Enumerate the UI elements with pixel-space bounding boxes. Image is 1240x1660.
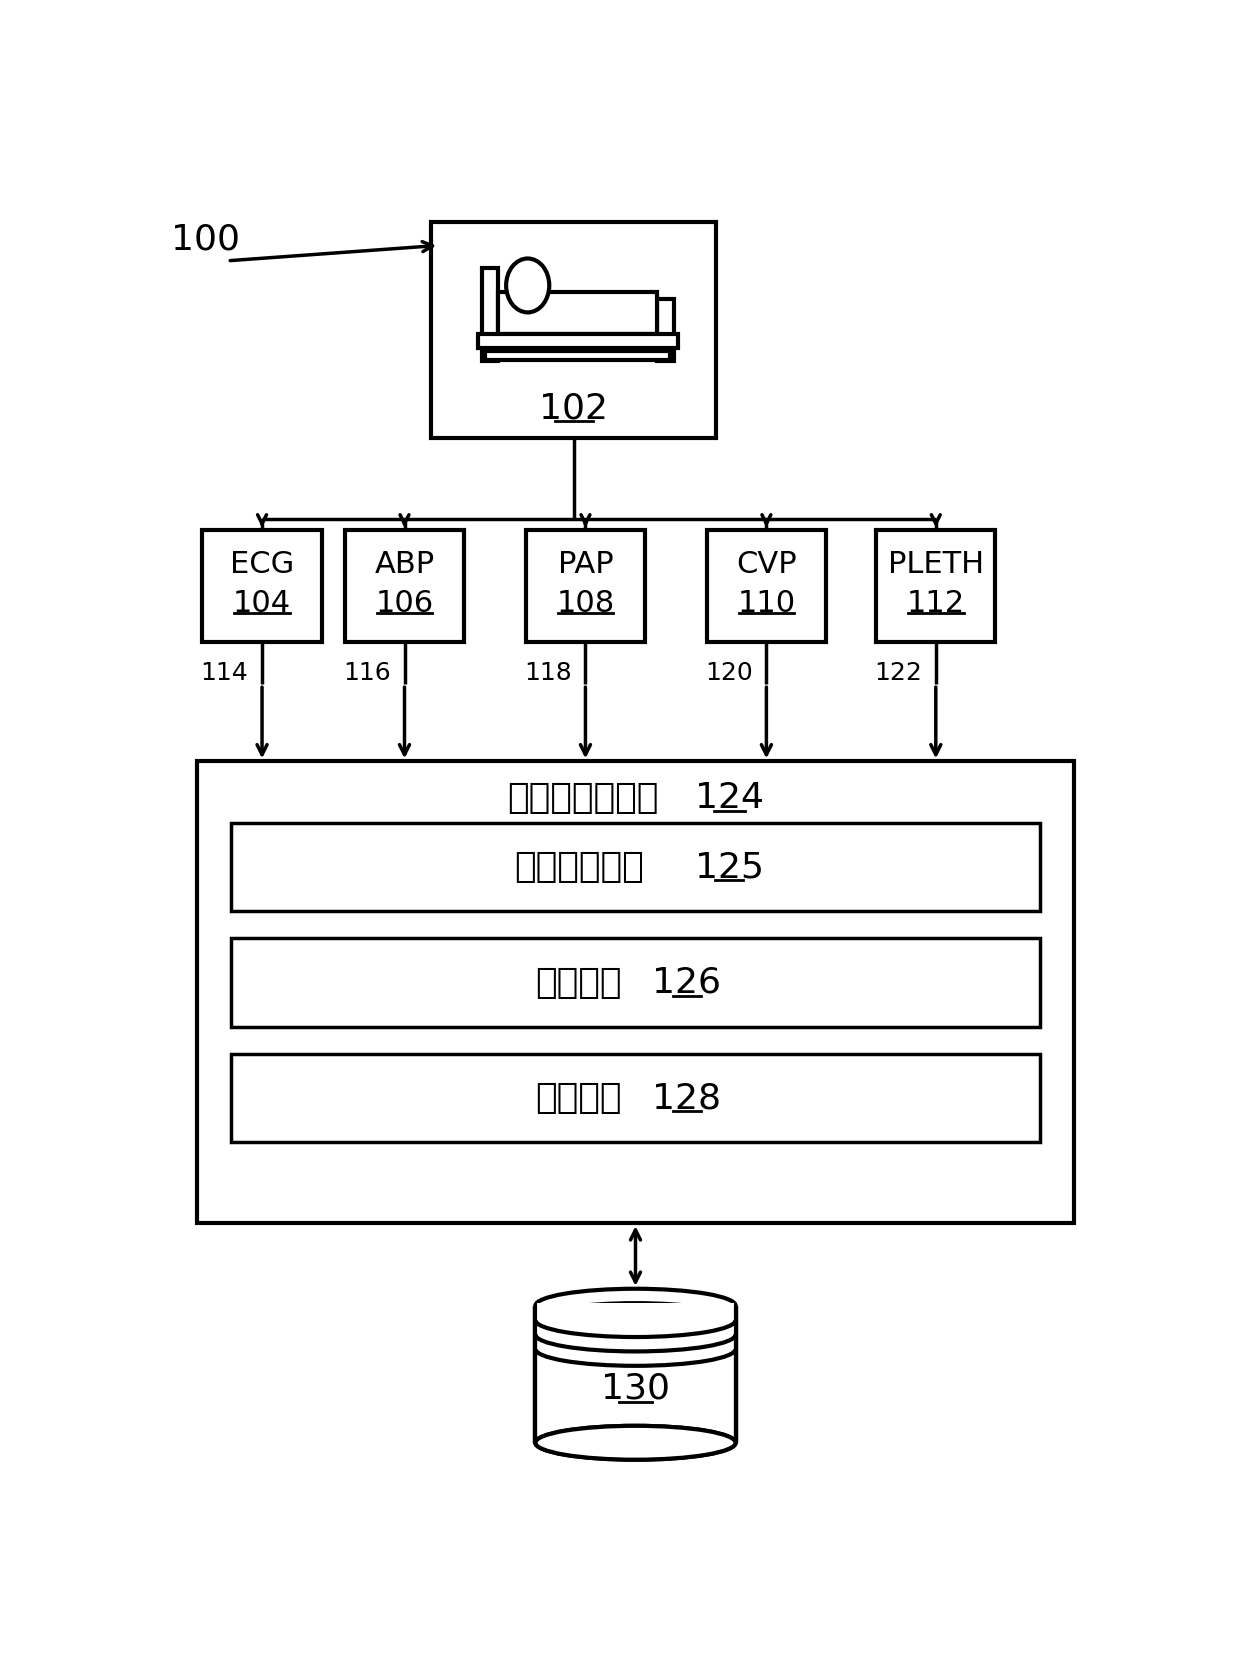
Text: 108: 108	[557, 589, 615, 618]
Bar	[537, 1303, 734, 1320]
Bar	[202, 530, 321, 642]
Bar	[537, 1318, 734, 1335]
Text: PAP: PAP	[558, 551, 614, 579]
Text: 120: 120	[704, 661, 753, 686]
Text: ECG: ECG	[229, 551, 294, 579]
Text: 100: 100	[171, 222, 241, 256]
Text: 112: 112	[906, 589, 965, 618]
Bar	[526, 530, 645, 642]
Bar	[707, 530, 826, 642]
Text: CVP: CVP	[737, 551, 797, 579]
Ellipse shape	[536, 1288, 735, 1323]
Bar	[231, 823, 1040, 911]
Bar	[231, 1054, 1040, 1142]
Bar	[481, 269, 498, 360]
Bar	[231, 938, 1040, 1028]
Ellipse shape	[536, 1426, 735, 1459]
Text: 124: 124	[694, 782, 764, 815]
Ellipse shape	[536, 1303, 735, 1336]
Text: 118: 118	[523, 661, 572, 686]
Text: 分析引擎: 分析引擎	[536, 966, 622, 999]
Text: 130: 130	[601, 1371, 670, 1406]
Text: 初始注释引擎: 初始注释引擎	[515, 850, 644, 885]
Text: PLETH: PLETH	[888, 551, 983, 579]
Ellipse shape	[536, 1331, 735, 1366]
Text: 128: 128	[652, 1081, 722, 1116]
Text: 104: 104	[233, 589, 291, 618]
Text: 125: 125	[694, 850, 764, 885]
Ellipse shape	[536, 1426, 735, 1459]
Text: 122: 122	[874, 661, 923, 686]
Bar	[537, 1331, 734, 1350]
Text: ABP: ABP	[374, 551, 434, 579]
Bar	[498, 292, 657, 334]
Text: 106: 106	[376, 589, 434, 618]
Bar	[877, 530, 996, 642]
Bar	[485, 350, 670, 360]
Text: 心血管分析系统: 心血管分析系统	[507, 782, 658, 815]
Ellipse shape	[506, 259, 549, 312]
Text: 114: 114	[201, 661, 248, 686]
Text: 110: 110	[738, 589, 796, 618]
Text: 126: 126	[652, 966, 722, 999]
Text: 102: 102	[539, 392, 609, 425]
Ellipse shape	[536, 1318, 735, 1351]
Bar	[197, 762, 1074, 1223]
Text: 116: 116	[343, 661, 391, 686]
Bar	[345, 530, 464, 642]
Text: 模板引擎: 模板引擎	[536, 1081, 622, 1116]
Bar	[477, 334, 678, 349]
Bar	[536, 1306, 735, 1443]
Bar	[657, 299, 675, 360]
Bar	[432, 222, 717, 438]
